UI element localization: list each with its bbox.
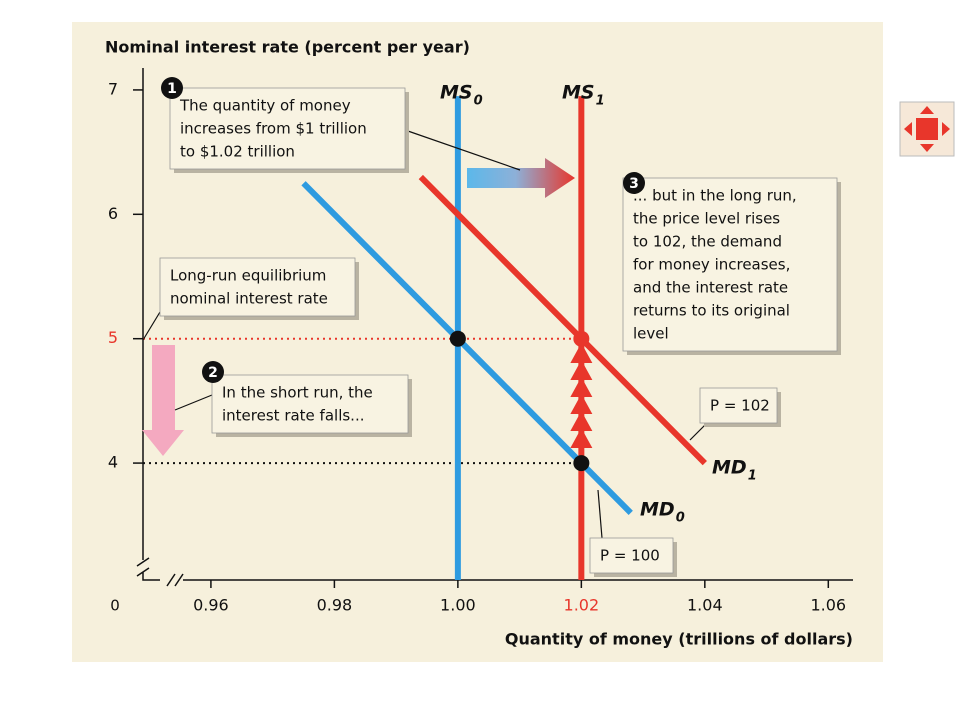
x-tick-label: 1.04 [687,596,723,615]
x-tick-label: 1.02 [564,596,600,615]
shift-arrow [467,158,575,198]
curve-label: MS [562,82,595,104]
badge [202,361,224,383]
fall-arrow [142,345,184,456]
curve [418,174,707,466]
callout-text: nominal interest rate [170,290,328,308]
callout-text: interest rate falls... [222,407,364,425]
callout-box [622,177,838,352]
callout-box [169,87,406,170]
equilibrium-point [449,330,466,347]
callout-text: Long-run equilibrium [170,267,326,285]
badge-number: 3 [629,176,639,192]
y-tick-label: 6 [108,204,118,223]
curve-label-subscript: 1 [748,469,757,484]
callout-box [159,257,356,317]
callout-box [699,387,778,424]
origin-label: 0 [110,597,120,615]
badge [161,77,183,99]
leader-line [597,489,603,539]
callout-text: ... but in the long run, [633,187,797,205]
y-tick-label: 4 [108,453,118,472]
x-tick-label: 1.06 [810,596,846,615]
callout-text: to 102, the demand [633,233,782,251]
equilibrium-point [573,455,590,472]
callout-text: to $1.02 trillion [180,143,295,161]
badge-number: 2 [208,365,218,381]
callout-text: increases from $1 trillion [180,120,367,138]
curve-label: MD [712,457,747,479]
callout-text: P = 102 [710,397,770,415]
callout-text: The quantity of money [179,97,351,115]
equilibrium-point [573,330,590,347]
callout-text: returns to its original [633,302,790,320]
x-tick-label: 0.96 [193,596,229,615]
callout-text: the price level rises [633,210,780,228]
x-tick-label: 1.00 [440,596,476,615]
curve-label: MD [640,499,675,521]
callout-text: P = 100 [600,547,660,565]
badge [623,172,645,194]
y-axis-title: Nominal interest rate (percent per year) [105,38,470,57]
icon-core[interactable] [916,118,938,140]
callout-text: for money increases, [633,256,790,274]
callout-box [589,537,674,574]
curve-label-subscript: 0 [676,511,685,526]
x-axis-title: Quantity of money (trillions of dollars) [505,630,853,649]
curve-label: MS [440,82,473,104]
y-tick-label: 7 [108,79,118,98]
y-tick-label: 5 [108,328,118,347]
leader-line [142,311,161,341]
callout-text: In the short run, the [222,384,373,402]
expand-icon[interactable] [899,101,955,157]
curve-label-subscript: 1 [596,94,605,109]
axes [136,68,853,587]
leader-line [404,129,521,171]
callout-text: and the interest rate [633,279,788,297]
callout-box [211,374,409,434]
x-tick-label: 0.98 [317,596,353,615]
callout-text: level [633,325,669,343]
leader-line [174,394,213,411]
badge-number: 1 [167,81,177,97]
curve-label-subscript: 0 [474,94,483,109]
